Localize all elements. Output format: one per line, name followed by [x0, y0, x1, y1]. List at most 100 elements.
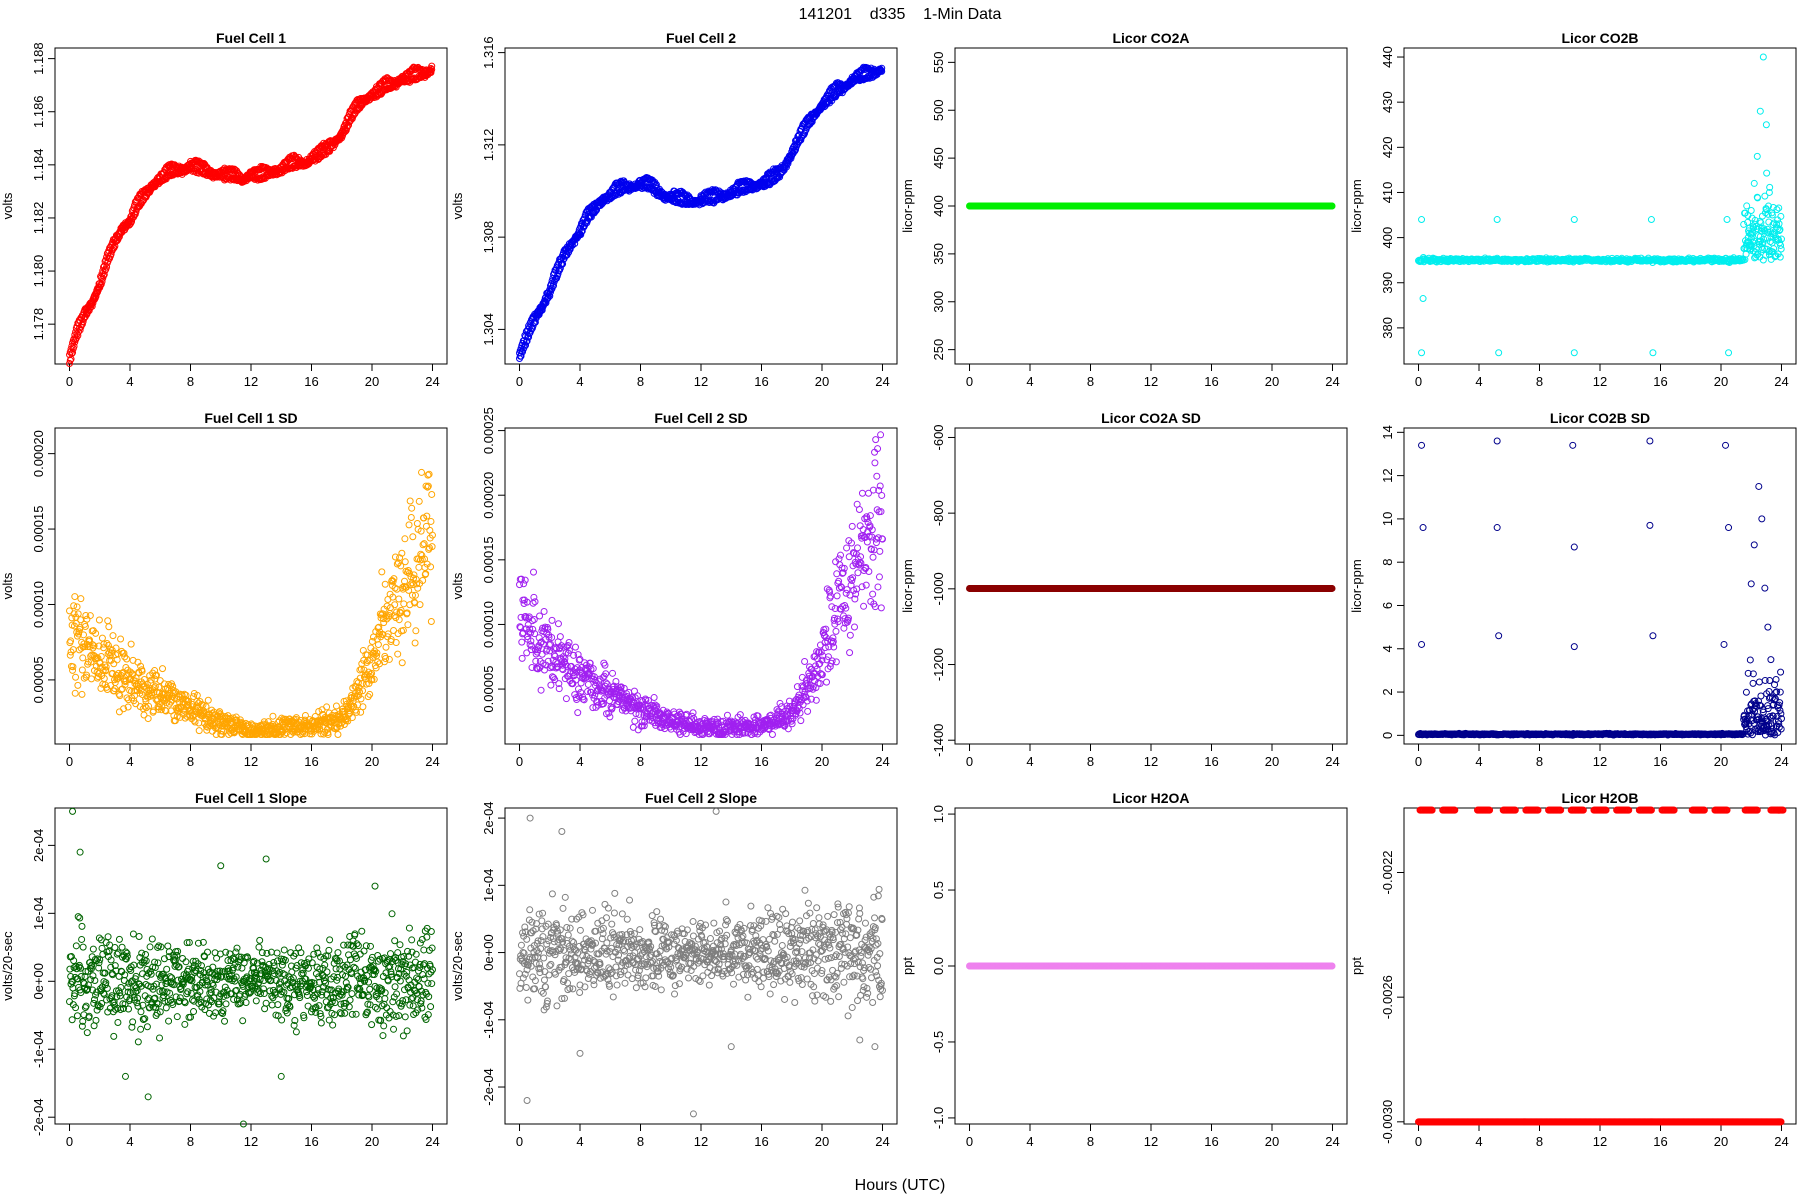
data-point: [427, 618, 435, 626]
y-tick-label: 0.00020: [31, 430, 46, 477]
data-point: [66, 356, 74, 364]
data-point: [406, 497, 414, 505]
data-point: [428, 490, 436, 498]
data-point: [74, 681, 82, 689]
data-point: [1777, 245, 1785, 253]
data-point: [1493, 216, 1501, 224]
data-point: [226, 165, 234, 173]
data-point: [381, 580, 389, 588]
data-point: [1570, 349, 1578, 357]
data-point: [427, 517, 435, 525]
data-point: [334, 731, 342, 739]
data-point: [127, 640, 135, 648]
y-tick-label: 300: [931, 291, 946, 313]
data-point: [391, 601, 399, 609]
data-point: [76, 326, 84, 334]
data-point: [115, 708, 123, 716]
y-axis-label: volts: [0, 572, 15, 599]
x-tick-label: 16: [1204, 374, 1218, 389]
data-point: [422, 522, 430, 530]
x-tick-label: 4: [1026, 374, 1033, 389]
data-point: [574, 709, 582, 717]
y-tick-label: 380: [1380, 317, 1395, 339]
data-point: [156, 677, 164, 685]
data-point: [87, 675, 95, 683]
data-point: [70, 342, 78, 350]
data-point: [571, 643, 579, 651]
data-point: [129, 212, 137, 220]
x-tick-label: 20: [365, 374, 379, 389]
data-point: [1570, 216, 1578, 224]
data-point: [631, 717, 639, 725]
data-point: [1418, 349, 1426, 357]
data-point: [548, 616, 556, 624]
data-point: [556, 633, 564, 641]
y-tick-label: 550: [931, 52, 946, 74]
data-point: [83, 615, 91, 623]
x-tick-label: 20: [815, 754, 829, 769]
figure-title: 141201 d335 1-Min Data: [799, 6, 1002, 23]
data-point: [1753, 152, 1761, 160]
data-point: [332, 702, 340, 710]
y-tick-label: 1.308: [481, 221, 496, 254]
x-tick-label: 24: [425, 754, 439, 769]
data-point: [584, 680, 592, 688]
data-point: [101, 267, 109, 275]
x-tick-label: 20: [815, 374, 829, 389]
data-point: [554, 620, 562, 628]
data-point: [415, 563, 423, 571]
data-point: [537, 686, 545, 694]
data-point: [78, 666, 86, 674]
data-point: [359, 703, 367, 711]
y-tick-label: 1.312: [481, 129, 496, 162]
x-tick-label: 20: [1265, 374, 1279, 389]
y-tick-label: 410: [1380, 182, 1395, 204]
data-point: [105, 623, 113, 631]
data-points: [66, 62, 436, 368]
data-point: [404, 621, 412, 629]
x-tick-label: 8: [187, 754, 194, 769]
data-point: [98, 634, 106, 642]
y-tick-label: 1.180: [31, 255, 46, 288]
x-tick-label: 12: [694, 374, 708, 389]
data-point: [412, 627, 420, 635]
data-point: [97, 281, 105, 289]
data-point: [413, 520, 421, 528]
data-point: [195, 719, 203, 727]
x-tick-label: 16: [754, 374, 768, 389]
data-point: [109, 632, 117, 640]
data-point: [382, 643, 390, 651]
data-point: [518, 654, 526, 662]
x-tick-label: 20: [1714, 374, 1728, 389]
data-point: [416, 601, 424, 609]
x-tick-label: 12: [244, 754, 258, 769]
data-point: [77, 595, 85, 603]
data-point: [405, 521, 413, 529]
y-axis-label: licor-ppm: [1349, 179, 1364, 232]
y-tick-label: 350: [931, 243, 946, 265]
data-point: [228, 165, 236, 173]
data-point: [395, 595, 403, 603]
data-point: [1328, 202, 1336, 210]
data-point: [131, 211, 139, 219]
y-tick-label: 1.186: [31, 95, 46, 128]
x-tick-label: 0: [516, 754, 523, 769]
data-point: [385, 655, 393, 663]
data-point: [374, 641, 382, 649]
data-point: [409, 533, 417, 541]
y-tick-label: 1.184: [31, 149, 46, 182]
x-tick-label: 12: [1144, 374, 1158, 389]
y-tick-label: 400: [931, 195, 946, 217]
data-point: [401, 558, 409, 566]
y-tick-label: 390: [1380, 272, 1395, 294]
x-tick-label: 20: [365, 754, 379, 769]
data-point: [68, 350, 76, 358]
data-point: [277, 168, 285, 176]
data-point: [530, 616, 538, 624]
x-tick-label: 4: [126, 754, 133, 769]
y-tick-label: 0.00015: [31, 506, 46, 553]
